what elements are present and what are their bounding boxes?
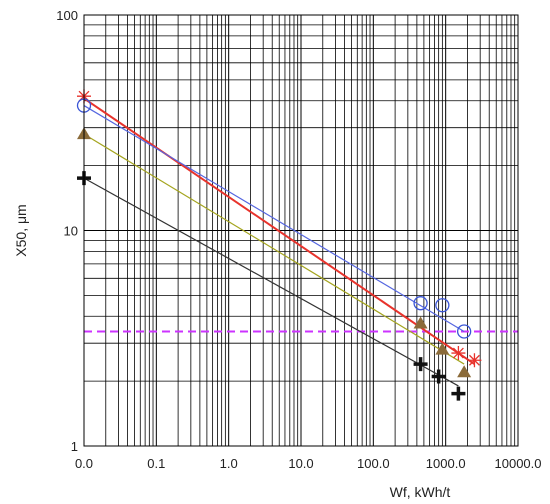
x-tick-labels: 0.0 0.1 1.0 10.0 100.0 1000.0 10000.0	[75, 456, 542, 471]
fit-lines	[83, 97, 476, 387]
data-point-asterisk	[467, 353, 482, 368]
data-point-triangle	[435, 342, 450, 355]
data-point-asterisk	[451, 346, 466, 361]
fit-line-circle	[83, 105, 465, 332]
data-point-cross	[413, 357, 428, 372]
x-tick-label: 10.0	[288, 456, 313, 471]
y-tick-label: 10	[64, 224, 78, 239]
plot-frame	[83, 14, 519, 447]
x-tick-label: 1.0	[220, 456, 238, 471]
x-tick-label: 0.1	[147, 456, 165, 471]
x-tick-label: 10000.0	[495, 456, 542, 471]
data-point-circle	[435, 298, 450, 313]
data-point-cross	[451, 386, 466, 401]
x-tick-label: 1000.0	[426, 456, 466, 471]
fit-line-triangle	[83, 133, 465, 365]
y-tick-label: 100	[56, 8, 78, 23]
y-axis-label: X50, μm	[13, 204, 29, 256]
x-tick-label: 100.0	[357, 456, 390, 471]
data-point-triangle	[457, 365, 472, 378]
fit-line-asterisk	[83, 97, 476, 365]
x-axis-label: Wf, kWh/t	[390, 484, 451, 500]
data-point-cross	[431, 369, 446, 384]
y-tick-label: 1	[71, 439, 78, 454]
data-point-circle	[413, 296, 428, 311]
data-point-circle	[456, 324, 472, 339]
x-tick-label: 0.0	[75, 456, 93, 471]
data-point-triangle	[413, 316, 428, 329]
fit-line-cross	[83, 177, 459, 387]
y-tick-labels: 1 10 100	[56, 8, 78, 454]
grid	[83, 15, 518, 447]
